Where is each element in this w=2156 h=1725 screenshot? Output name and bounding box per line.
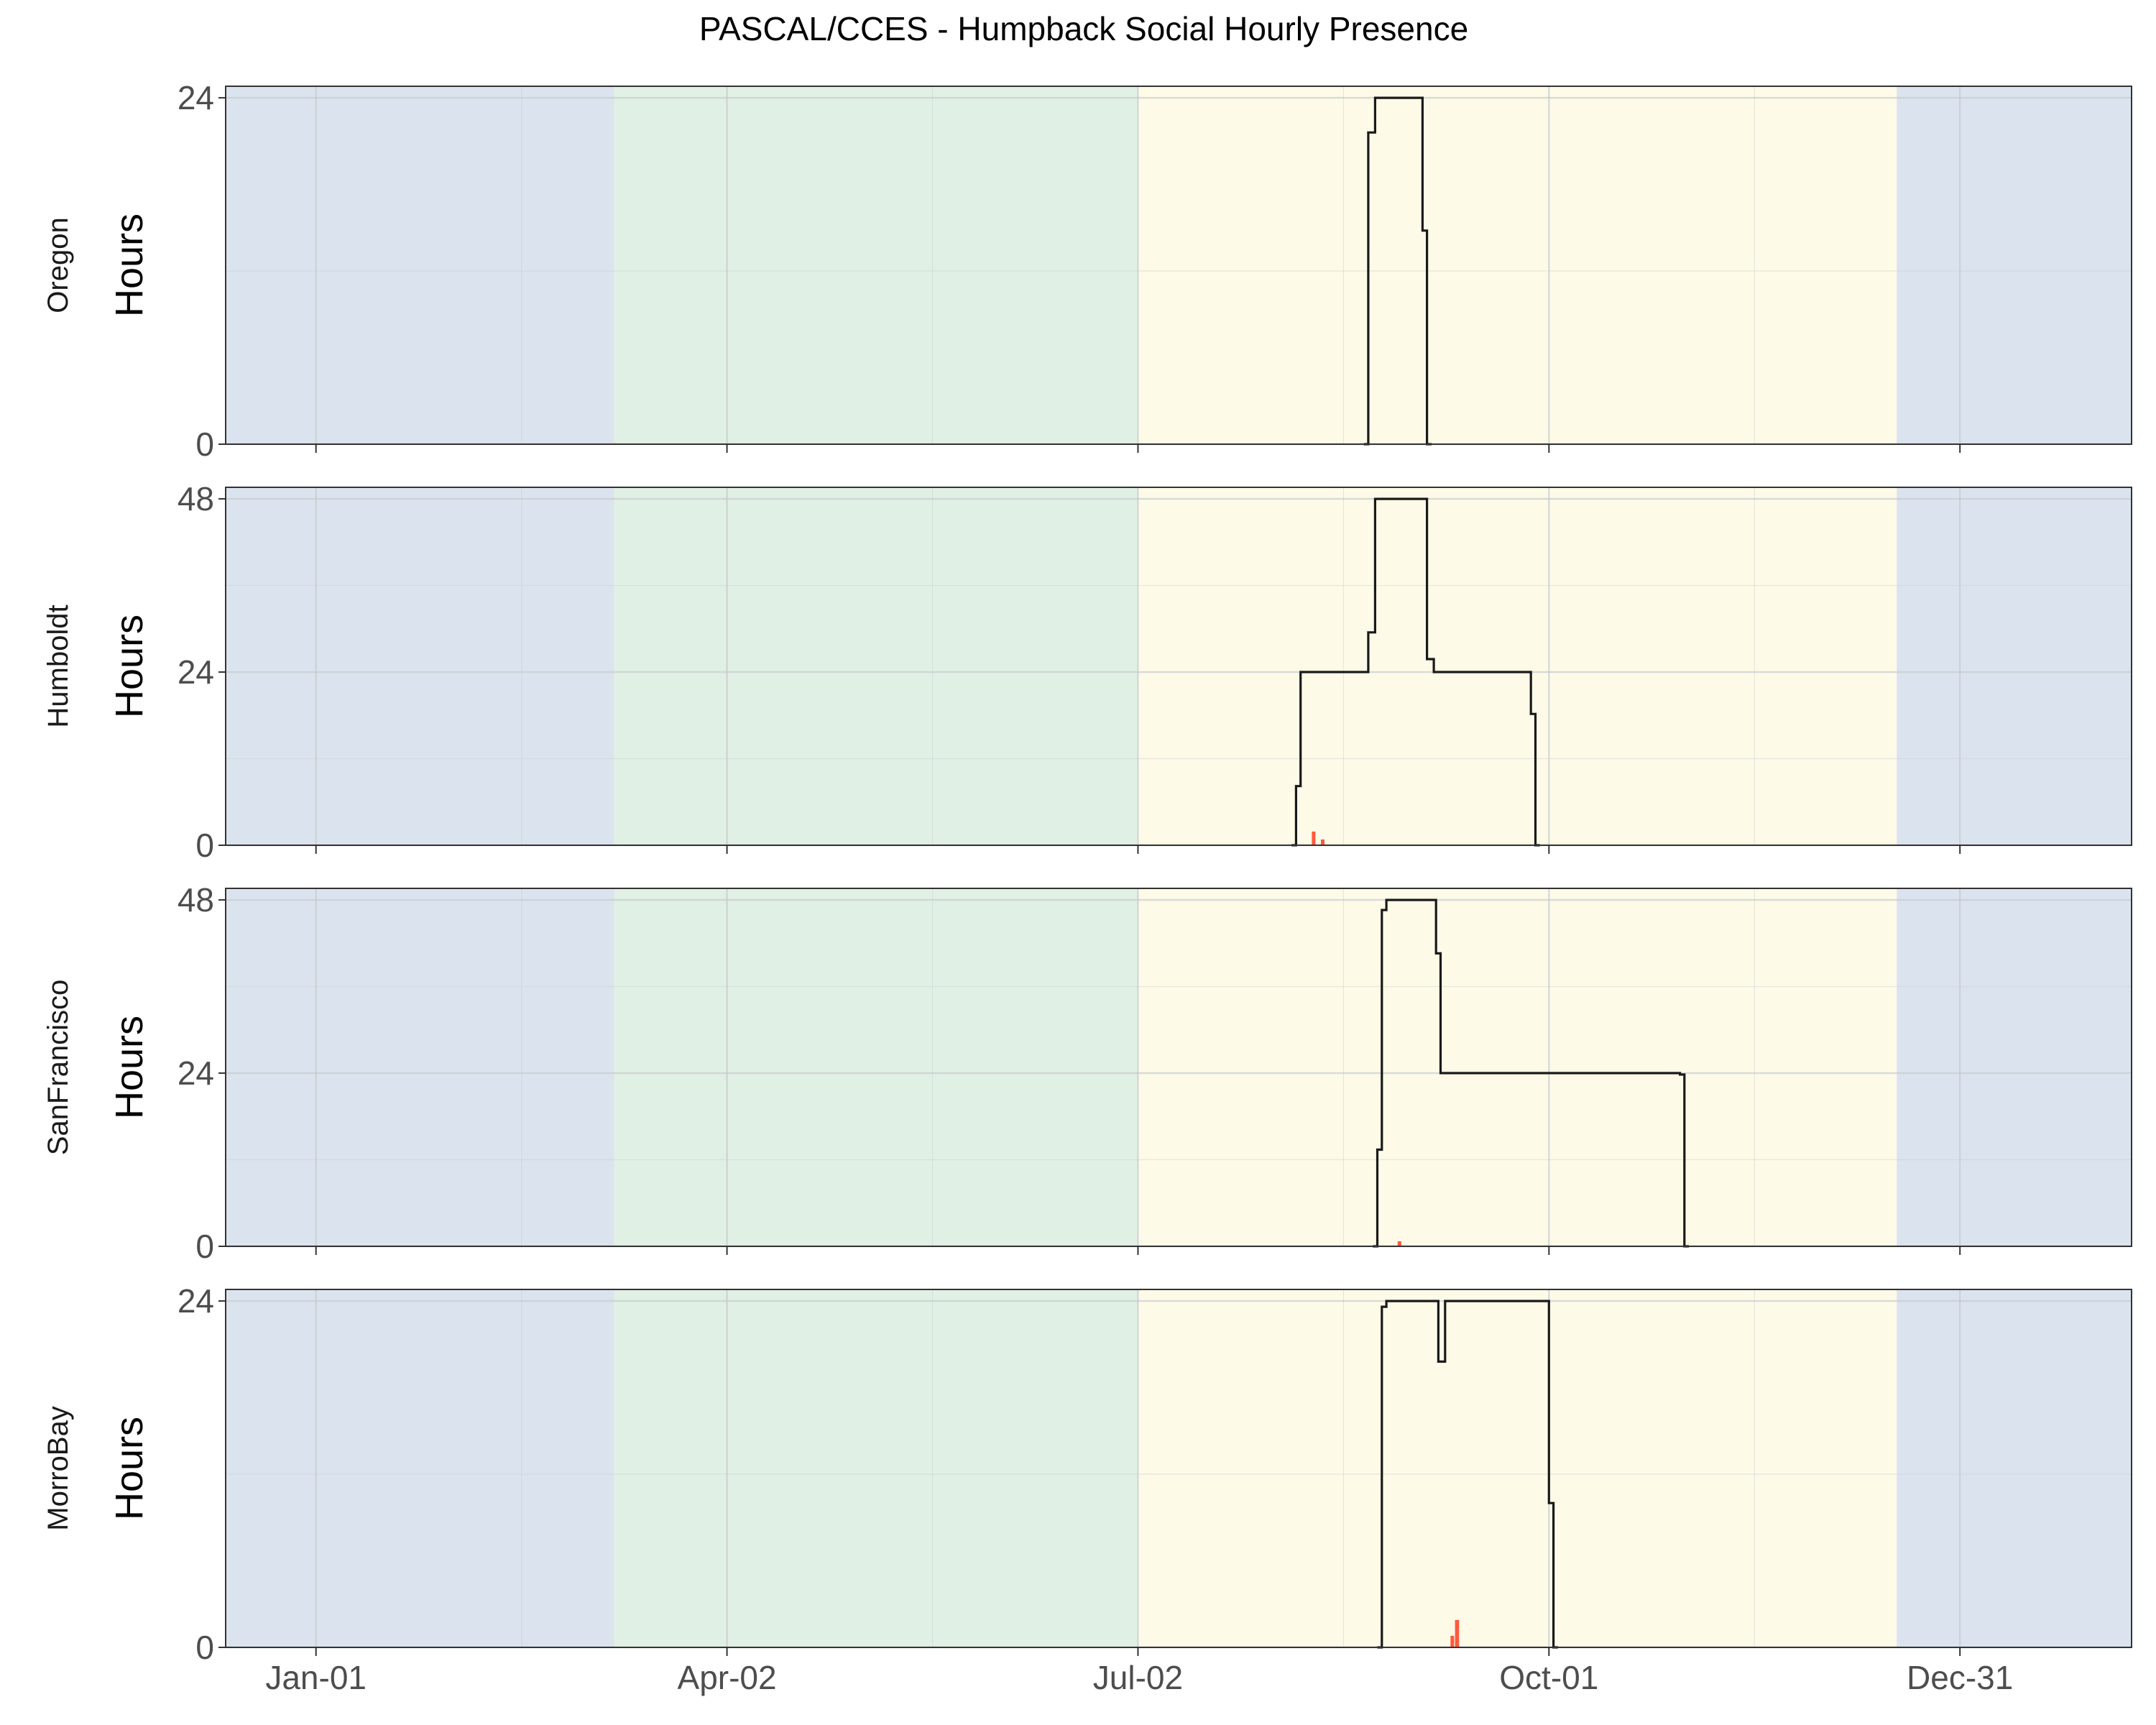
season-band bbox=[1897, 487, 2132, 845]
red-bar bbox=[1312, 831, 1316, 845]
strip-label: Oregon bbox=[42, 217, 74, 313]
strip-label: SanFrancisco bbox=[42, 980, 74, 1156]
red-bar bbox=[1450, 1635, 1455, 1647]
y-tick-label: 0 bbox=[195, 426, 214, 463]
y-tick-label: 48 bbox=[178, 881, 214, 919]
presence-step-line bbox=[1373, 898, 1690, 1248]
presence-step-line bbox=[1363, 96, 1432, 446]
x-tick-label: Jul-02 bbox=[1093, 1659, 1183, 1696]
strip-label: MorroBay bbox=[42, 1406, 74, 1530]
y-tick-label: 48 bbox=[178, 480, 214, 518]
red-bar bbox=[1320, 839, 1325, 845]
panel-oregon: 0 24 Hours Oregon bbox=[42, 79, 2132, 463]
red-bar bbox=[1397, 1241, 1401, 1246]
season-band bbox=[1138, 487, 1897, 845]
season-band bbox=[1897, 1289, 2132, 1647]
season-band bbox=[614, 487, 1138, 845]
season-band bbox=[226, 1289, 614, 1647]
presence-step-line bbox=[1291, 497, 1540, 847]
season-band bbox=[1138, 1289, 1897, 1647]
x-tick-label: Oct-01 bbox=[1499, 1659, 1598, 1696]
chart-title: PASCAL/CCES - Humpback Social Hourly Pre… bbox=[699, 10, 1468, 47]
y-axis-title: Hours bbox=[108, 213, 151, 317]
y-tick-label: 0 bbox=[195, 1629, 214, 1666]
y-tick-label: 0 bbox=[195, 827, 214, 864]
strip-label: Humboldt bbox=[42, 604, 74, 727]
red-bar bbox=[1455, 1619, 1460, 1647]
season-band bbox=[226, 487, 614, 845]
season-band bbox=[226, 888, 614, 1246]
panel-border bbox=[225, 1289, 2132, 1648]
season-band bbox=[226, 86, 614, 444]
x-tick-label: Apr-02 bbox=[678, 1659, 777, 1696]
panel-border bbox=[225, 487, 2132, 846]
y-tick-label: 0 bbox=[195, 1228, 214, 1265]
season-band bbox=[1897, 888, 2132, 1246]
season-band bbox=[614, 888, 1138, 1246]
panel-border bbox=[225, 888, 2132, 1247]
presence-step-line bbox=[1377, 1300, 1558, 1649]
panel-border bbox=[225, 86, 2132, 445]
x-tick-label: Jan-01 bbox=[265, 1659, 367, 1696]
panel-humboldt: 0 24 48 Hours Humboldt bbox=[42, 480, 2132, 864]
season-band bbox=[614, 1289, 1138, 1647]
season-band bbox=[614, 86, 1138, 444]
panels: 0 24 Hours Oregon 0 24 48 Hours Humboldt 0 24 48 Hou… bbox=[42, 79, 2132, 1666]
x-axis: Jan-01 Apr-02 Jul-02 Oct-01 Dec-31 bbox=[265, 1659, 2013, 1696]
x-tick-label: Dec-31 bbox=[1907, 1659, 2013, 1696]
season-band bbox=[1138, 86, 1897, 444]
y-tick-label: 24 bbox=[178, 1282, 214, 1320]
season-band bbox=[1138, 888, 1897, 1246]
panel-sanfrancisco: 0 24 48 Hours SanFrancisco bbox=[42, 881, 2132, 1265]
panel-morrobay: 0 24 Hours MorroBay bbox=[42, 1282, 2132, 1666]
y-tick-label: 24 bbox=[178, 653, 214, 691]
y-tick-label: 24 bbox=[178, 79, 214, 116]
y-tick-label: 24 bbox=[178, 1054, 214, 1092]
y-axis-title: Hours bbox=[108, 1016, 151, 1119]
y-axis-title: Hours bbox=[108, 615, 151, 718]
y-axis-title: Hours bbox=[108, 1417, 151, 1520]
season-band bbox=[1897, 86, 2132, 444]
